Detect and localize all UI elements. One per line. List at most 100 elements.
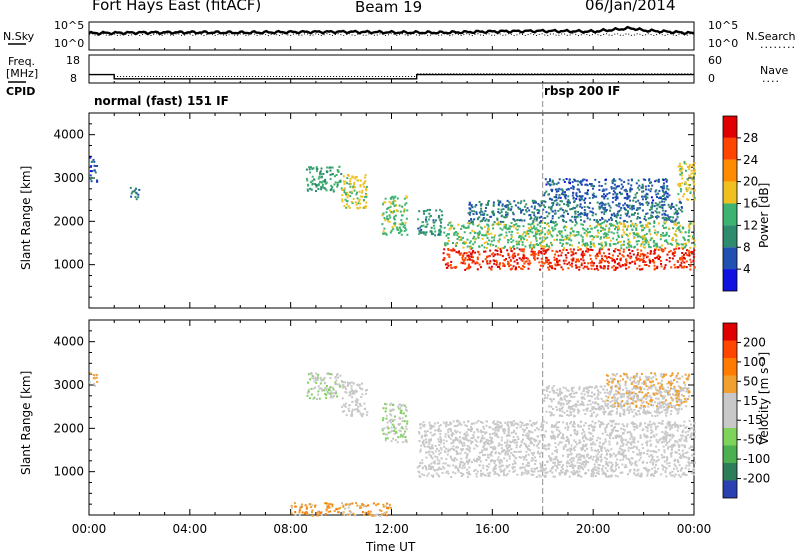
velocity-cell <box>494 466 497 469</box>
velocity-cell <box>314 376 317 379</box>
power-cell <box>663 267 666 270</box>
velocity-cell <box>531 457 534 459</box>
velocity-cell <box>439 435 442 438</box>
velocity-cell <box>536 466 539 469</box>
power-cell <box>592 243 595 246</box>
velocity-cell <box>558 472 561 475</box>
power-cell <box>518 234 521 237</box>
velocity-cell <box>587 469 590 472</box>
velocity-cell <box>565 436 568 438</box>
power-cell <box>684 181 687 183</box>
velocity-cell <box>504 453 507 456</box>
velocity-cell <box>552 465 554 468</box>
power-cell <box>563 238 566 241</box>
power-cell <box>399 229 402 232</box>
velocity-cell <box>537 428 540 431</box>
power-cell <box>589 202 592 204</box>
power-cell <box>616 196 619 199</box>
velocity-cell <box>670 451 673 454</box>
velocity-cell <box>435 468 438 471</box>
velocity-cell <box>610 474 613 477</box>
velocity-cell <box>650 432 653 434</box>
power-cell <box>590 227 593 230</box>
power-cell <box>569 182 571 185</box>
power-cell <box>473 230 476 233</box>
power-cell <box>485 207 487 209</box>
velocity-cell <box>486 456 489 459</box>
velocity-cell <box>514 441 516 444</box>
nave-tick-top: 60 <box>708 54 722 67</box>
velocity-cell <box>650 436 653 438</box>
power-cell <box>585 183 588 186</box>
velocity-cell <box>604 428 607 431</box>
velocity-cell <box>482 467 485 470</box>
power-cell <box>392 200 395 203</box>
velocity-cell <box>529 437 532 440</box>
velocity-cell <box>684 427 687 429</box>
power-cell <box>591 234 593 237</box>
power-cell <box>384 219 387 222</box>
velocity-cell <box>532 470 534 473</box>
velocity-cell <box>566 460 569 463</box>
power-cell <box>653 250 656 253</box>
power-cell <box>555 190 558 193</box>
power-cell <box>616 185 619 188</box>
velocity-cell <box>677 425 679 428</box>
power-cell <box>628 240 631 243</box>
power-cell <box>640 224 643 227</box>
power-cell <box>633 246 636 249</box>
velocity-cell <box>489 453 492 456</box>
power-cell <box>507 203 510 206</box>
power-cell <box>573 234 576 237</box>
velocity-cell <box>364 407 367 410</box>
power-cell <box>500 208 503 211</box>
power-cell <box>595 257 598 260</box>
velocity-cell <box>393 424 395 427</box>
velocity-cell <box>537 446 540 449</box>
velocity-cell <box>386 425 389 428</box>
velocity-cell <box>644 467 647 470</box>
power-cell <box>552 229 555 232</box>
velocity-cell <box>344 391 347 394</box>
velocity-cell <box>460 448 463 451</box>
power-cell <box>554 227 557 230</box>
velocity-cell <box>622 456 625 458</box>
velocity-cell <box>485 424 488 427</box>
power-cell <box>572 234 575 237</box>
power-cell <box>505 204 508 207</box>
power-cell <box>619 265 622 268</box>
power-cell <box>587 231 590 234</box>
velocity-panel-frame <box>88 319 695 516</box>
velocity-cell <box>645 425 647 428</box>
velocity-cell <box>431 466 434 468</box>
power-cell <box>658 197 661 200</box>
power-cell <box>460 252 463 255</box>
power-cell <box>571 181 574 184</box>
power-cell <box>516 261 519 264</box>
power-cell <box>478 223 481 226</box>
velocity-cell <box>590 472 593 475</box>
velocity-cell <box>615 429 617 432</box>
velocity-cell <box>578 470 581 473</box>
velocity-cell <box>638 459 641 462</box>
velocity-cell <box>622 450 625 453</box>
velocity-cell <box>527 444 530 447</box>
power-cell <box>556 188 559 191</box>
power-cell <box>638 184 641 187</box>
power-cell <box>382 201 385 204</box>
power-cell <box>578 241 580 244</box>
velocity-cell <box>590 442 593 445</box>
power-cell <box>553 238 556 241</box>
power-cell <box>311 175 314 178</box>
power-cell <box>678 201 681 204</box>
velocity-cell <box>440 457 443 460</box>
power-cell <box>492 252 495 255</box>
velocity-cell <box>512 424 515 427</box>
power-cell <box>553 259 556 261</box>
power-cell <box>395 226 398 229</box>
power-cell <box>585 250 588 253</box>
power-cell <box>422 231 425 234</box>
power-cell <box>679 209 682 212</box>
power-cell <box>625 246 628 249</box>
velocity-cell <box>443 467 446 470</box>
